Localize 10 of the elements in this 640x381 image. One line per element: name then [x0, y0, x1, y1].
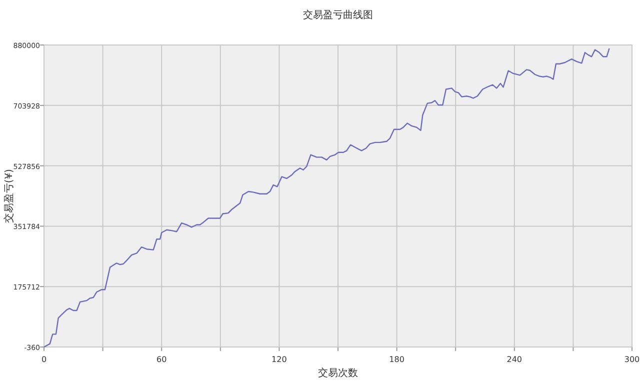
chart-title: 交易盈亏曲线图: [303, 9, 373, 21]
x-tick-label: 300: [624, 355, 640, 364]
x-axis-title: 交易次数: [318, 367, 358, 379]
x-tick-label: 0: [41, 355, 47, 364]
y-axis-title: 交易盈亏(¥): [3, 168, 15, 224]
x-tick-label: 240: [506, 355, 522, 364]
line-series: [43, 48, 610, 348]
x-tick-label: 120: [272, 355, 287, 364]
x-tick-label: 180: [389, 355, 404, 364]
x-tick-label: 60: [156, 355, 167, 364]
